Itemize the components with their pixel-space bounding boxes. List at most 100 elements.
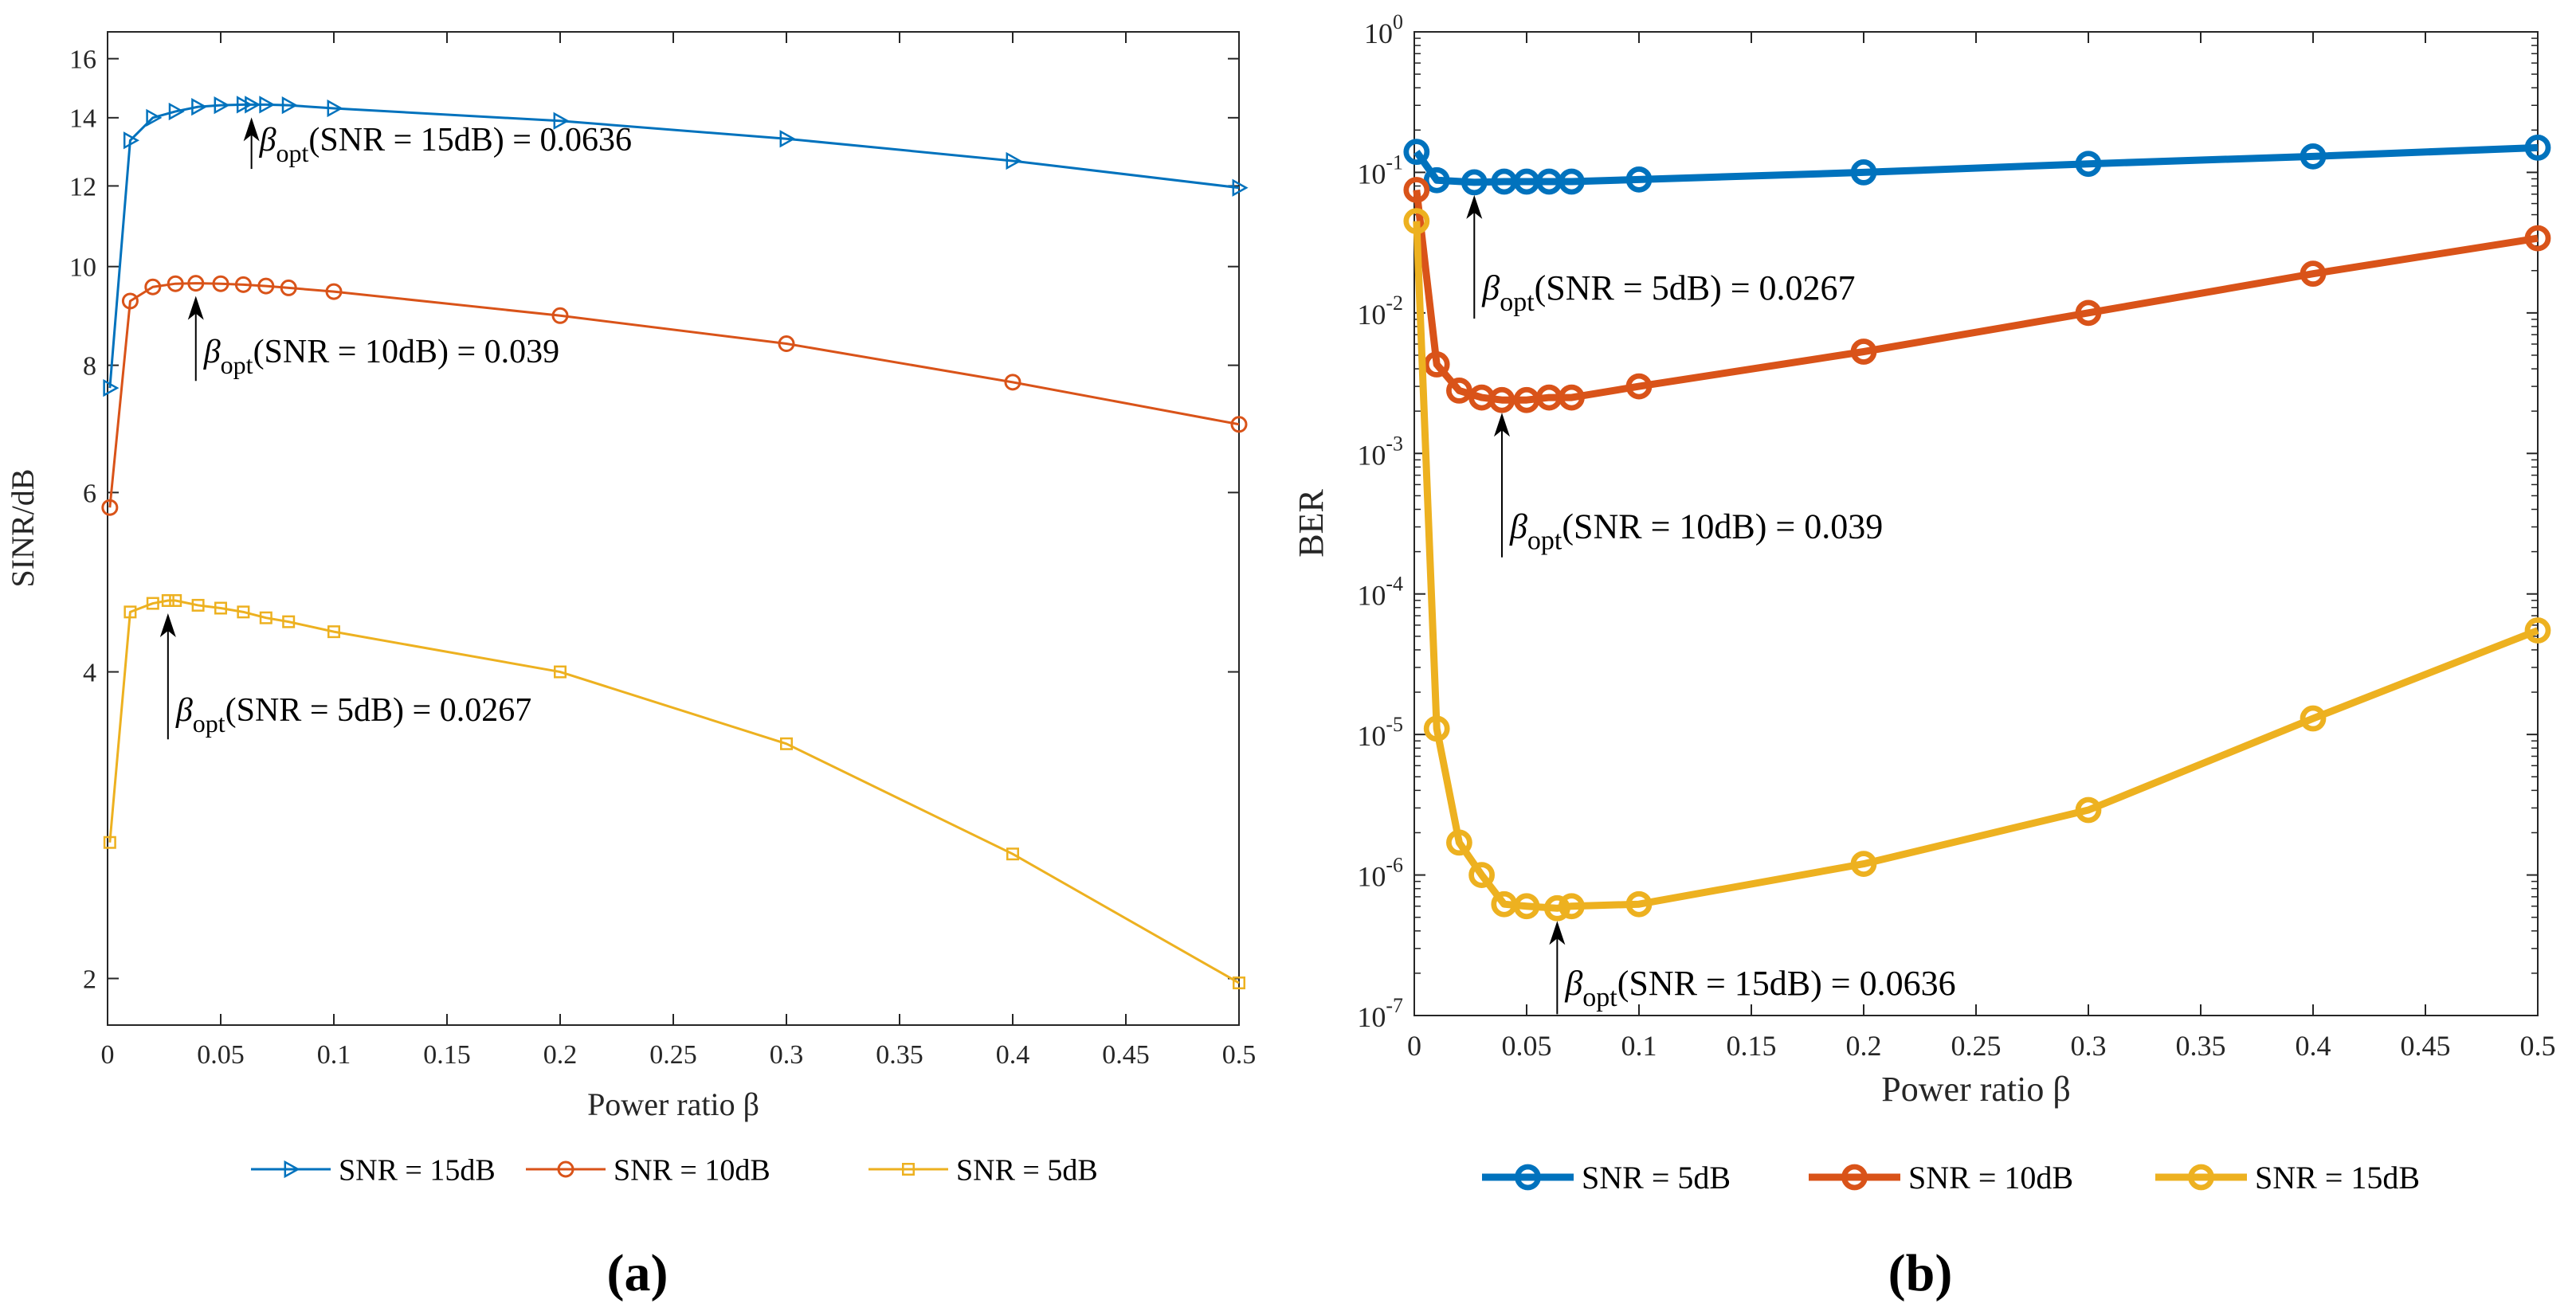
series-snr-10db: [101, 275, 1248, 516]
legend-item-snr-10db: SNR = 10dB: [526, 1153, 770, 1187]
data-point: [169, 593, 182, 607]
annotation-snr-10db: βopt(SNR = 10dB) = 0.039: [187, 295, 559, 382]
panel-b-y-ticks: 10-7 10-6 10-5 10-4 10-3 10-2 10-1 100: [1357, 10, 2538, 1033]
data-point: [2524, 225, 2551, 252]
data-point: [1559, 384, 1585, 411]
panel-a-x-ticks: 0 0.05 0.1 0.15 0.2 0.25 0.3 0.35 0.4 0.45 0.5: [101, 32, 1257, 1070]
data-point: [1850, 159, 1877, 186]
data-point: [1004, 374, 1021, 391]
data-point: [778, 335, 795, 353]
annotation-label: βopt(SNR = 5dB) = 0.0267: [1481, 268, 1855, 317]
data-point: [1488, 386, 1515, 413]
panel-a-x-axis-label: Power ratio β: [587, 1086, 759, 1122]
y-tick-label: 14: [69, 104, 96, 134]
data-point: [1423, 715, 1450, 742]
data-point: [554, 665, 567, 679]
data-point: [234, 276, 252, 293]
data-point: [187, 275, 205, 292]
panel-b-x-ticks: 0 0.05 0.1 0.15 0.2 0.25 0.3 0.35 0.4 0.45 0.5: [1407, 32, 2556, 1062]
x-tick-label: 0.5: [2520, 1030, 2556, 1062]
y-tick-label: 8: [83, 352, 96, 382]
x-tick-label: 0.15: [1727, 1030, 1777, 1062]
x-tick-label: 0.5: [1222, 1040, 1257, 1070]
data-point: [2300, 705, 2327, 732]
panel-a-series: [101, 96, 1249, 990]
y-tick-label: 10-6: [1357, 854, 1403, 893]
data-point: [146, 108, 163, 127]
data-point: [1446, 378, 1472, 404]
annotation-snr-15db: βopt(SNR = 15dB) = 0.0636: [243, 117, 632, 170]
legend-item-snr-15db: SNR = 15dB: [2155, 1160, 2420, 1196]
panel-b-axes-box: [1413, 31, 2539, 1016]
panel-b-series: [1403, 134, 2551, 922]
x-tick-label: 0: [1407, 1030, 1421, 1062]
data-point: [168, 102, 185, 121]
y-tick-label: 10-1: [1357, 151, 1403, 190]
panel-b-legend: SNR = 5dB SNR = 10dB SNR = 15dB: [1482, 1160, 2420, 1196]
x-tick-label: 0.4: [996, 1040, 1030, 1070]
annotation-arrow-head: [1493, 413, 1510, 437]
x-tick-label: 0.05: [197, 1040, 245, 1070]
data-point: [280, 279, 297, 296]
x-tick-label: 0.15: [423, 1040, 471, 1070]
x-tick-label: 0.2: [543, 1040, 578, 1070]
data-point: [237, 605, 250, 619]
data-point: [214, 96, 230, 115]
data-point: [1625, 890, 1653, 918]
x-tick-label: 0.1: [1621, 1030, 1657, 1062]
annotation-arrow-head: [159, 612, 176, 637]
data-point: [1423, 166, 1450, 194]
panel-a-y-ticks: 2 4 6 8 10 12 14 16: [69, 45, 1239, 994]
legend-label: SNR = 10dB: [1908, 1160, 2073, 1196]
x-tick-label: 0.25: [649, 1040, 697, 1070]
data-point: [167, 275, 184, 292]
panel-b-annotations: βopt(SNR = 5dB) = 0.0267 βopt(SNR = 10dB)…: [1466, 194, 1956, 1015]
data-point: [1559, 893, 1585, 920]
legend-label: SNR = 15dB: [339, 1153, 496, 1187]
data-point: [1006, 847, 1019, 861]
data-point: [1850, 339, 1877, 365]
data-point: [1006, 151, 1022, 170]
data-point: [1446, 829, 1472, 856]
data-point: [121, 292, 139, 310]
data-point: [214, 601, 227, 615]
data-point: [144, 278, 162, 295]
y-tick-label: 10-7: [1357, 994, 1403, 1033]
data-point: [780, 737, 793, 750]
legend-label: SNR = 5dB: [956, 1153, 1098, 1187]
annotation-snr-5db: βopt(SNR = 5dB) = 0.0267: [159, 612, 531, 740]
data-point: [191, 97, 208, 116]
panel-a-sinr-chart: 0 0.05 0.1 0.15 0.2 0.25 0.3 0.35 0.4 0.45 0.5 2 4 6…: [5, 31, 1257, 1302]
y-tick-label: 16: [69, 45, 96, 75]
y-tick-label: 4: [83, 658, 96, 687]
data-point: [1403, 208, 1430, 234]
legend-item-snr-5db: SNR = 5dB: [868, 1153, 1098, 1187]
legend-swatch-marker: [1515, 1164, 1541, 1191]
x-tick-label: 0.25: [1951, 1030, 2002, 1062]
legend-item-snr-15db: SNR = 15dB: [251, 1153, 496, 1187]
data-point: [1543, 894, 1570, 922]
legend-item-snr-5db: SNR = 5dB: [1482, 1160, 1731, 1196]
annotation-label: βopt(SNR = 5dB) = 0.0267: [175, 692, 531, 738]
y-tick-label: 2: [83, 965, 96, 994]
data-point: [2524, 617, 2551, 644]
x-tick-label: 0.45: [2401, 1030, 2451, 1062]
annotation-label: βopt(SNR = 15dB) = 0.0636: [259, 122, 632, 167]
panel-a-annotations: βopt(SNR = 15dB) = 0.0636 βopt(SNR = 10dB…: [159, 117, 632, 740]
data-point: [259, 611, 272, 624]
data-point: [1625, 166, 1653, 193]
data-point: [1513, 893, 1540, 920]
series-line-snr-10db: [1413, 189, 2539, 404]
data-point: [325, 283, 343, 300]
annotation-arrow-head: [1549, 921, 1566, 945]
x-tick-label: 0.2: [1846, 1030, 1882, 1062]
data-point: [236, 96, 253, 114]
legend-item-snr-10db: SNR = 10dB: [1809, 1160, 2073, 1196]
legend-swatch-marker: [284, 1160, 300, 1179]
data-point: [2300, 143, 2327, 170]
legend-swatch-marker: [2188, 1164, 2214, 1191]
panel-a-label: (a): [607, 1244, 669, 1302]
x-tick-label: 0: [101, 1040, 115, 1070]
data-point: [1403, 139, 1430, 166]
